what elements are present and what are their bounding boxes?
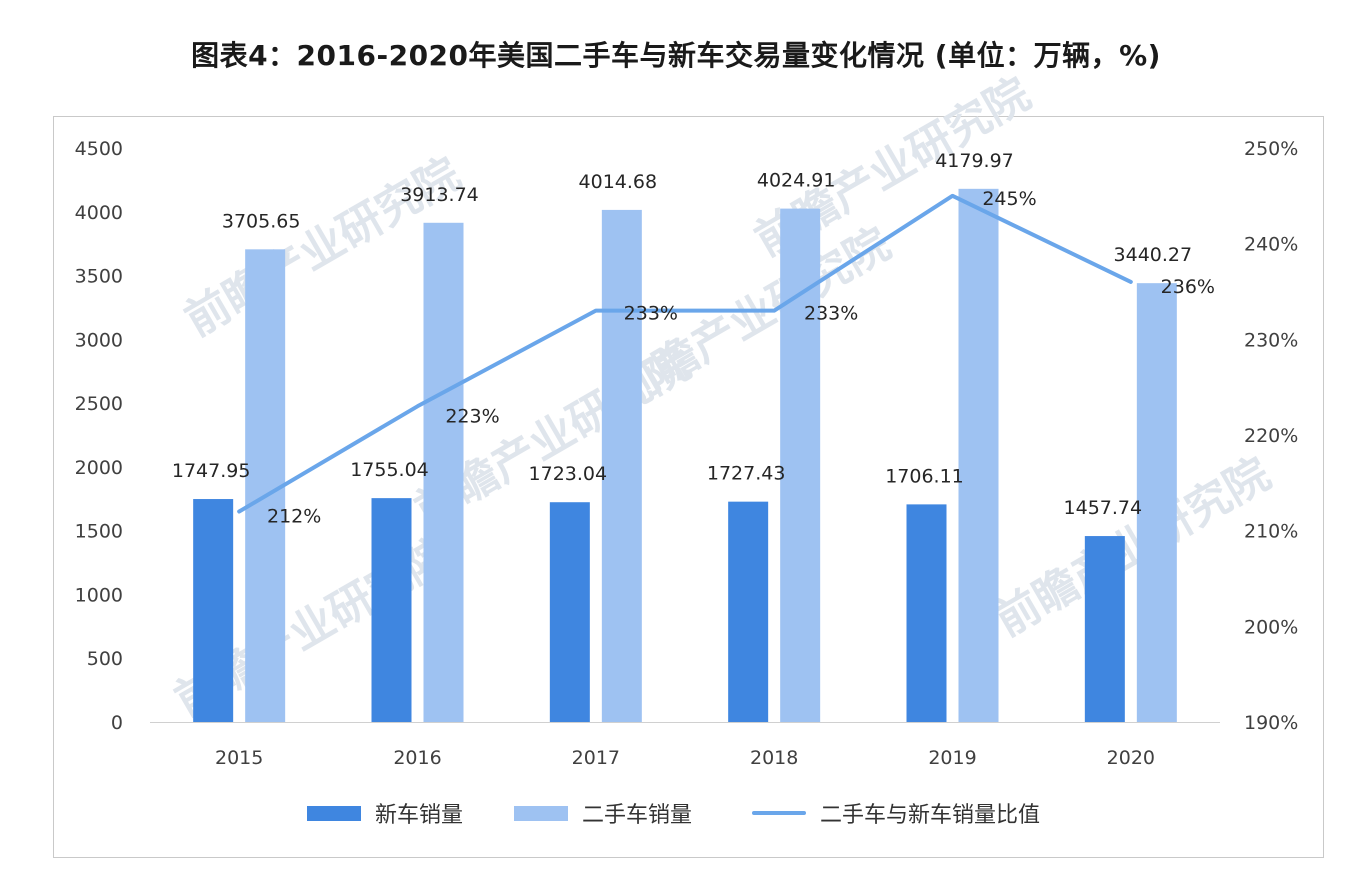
y-left-tick-label: 2000 [75,457,123,479]
y-left-tick-label: 4500 [75,138,123,160]
ratio-line [237,193,1133,514]
bar-label-used-2016: 3913.74 [400,184,479,206]
legend-item-new: 新车销量 [307,795,463,831]
y-right-tick-label: 230% [1244,329,1298,351]
y-left-tick-label: 1500 [75,521,123,543]
bar-label-used-2018: 4024.91 [757,170,836,192]
legend: 新车销量 二手车销量 二手车与新车销量比值 [0,795,1352,831]
y-left-tick-label: 3500 [75,266,123,288]
y-axis-left: 0 500 1000 1500 2000 2500 3000 3500 4000 4500 [75,138,123,734]
x-tick-label: 2017 [572,747,620,769]
line-label-2018: 233% [804,303,858,325]
legend-line-ratio [752,811,806,815]
y-right-tick-label: 240% [1244,234,1298,256]
y-left-tick-label: 1000 [75,584,123,606]
y-right-tick-label: 210% [1244,521,1298,543]
legend-label-new: 新车销量 [375,803,464,828]
bar-label-used-2017: 4014.68 [579,171,658,193]
ratio-line-series [237,193,1133,514]
line-label-2016: 223% [445,405,499,427]
x-tick-label: 2018 [750,747,798,769]
bar-label-new-2018: 1727.43 [707,463,786,485]
y-right-tick-label: 220% [1244,425,1298,447]
y-right-tick-label: 190% [1244,712,1298,734]
y-right-tick-label: 250% [1244,138,1298,160]
legend-swatch-new [307,805,361,821]
bars [193,188,1177,723]
legend-swatch-used [514,805,568,821]
y-right-tick-label: 200% [1244,616,1298,638]
x-tick-label: 2020 [1107,747,1155,769]
bar-new-2015 [193,499,234,722]
bar-label-used-2015: 3705.65 [222,210,301,232]
chart-frame [53,116,1324,858]
line-label-2017: 233% [624,303,678,325]
bar-used-2015 [245,249,286,722]
bar-label-new-2015: 1747.95 [172,460,251,482]
bar-new-2018 [728,501,769,722]
bar-data-labels: 1747.95 3705.65 1755.04 3913.74 1723.04 4014.… [172,150,1192,519]
bar-new-2019 [906,504,947,722]
bar-new-2020 [1084,536,1125,722]
bar-label-used-2019: 4179.97 [935,150,1014,172]
x-tick-label: 2016 [393,747,441,769]
legend-item-ratio: 二手车与新车销量比值 [752,795,1040,831]
bar-used-2019 [958,188,999,723]
line-data-labels: 212% 223% 233% 233% 245% 236% [267,188,1215,528]
y-left-tick-label: 0 [111,712,123,734]
y-left-tick-label: 500 [87,648,123,670]
bar-new-2017 [549,502,590,722]
y-left-tick-label: 2500 [75,393,123,415]
chart-title: 图表4：2016-2020年美国二手车与新车交易量变化情况 (单位：万辆，%) [191,39,1161,72]
y-left-tick-label: 3000 [75,329,123,351]
bar-label-new-2019: 1706.11 [885,465,964,487]
x-tick-label: 2019 [928,747,976,769]
y-left-tick-label: 4000 [75,202,123,224]
bar-label-used-2020: 3440.27 [1114,244,1193,266]
bar-used-2016 [423,222,464,723]
y-axis-right: 190% 200% 210% 220% 230% 240% 250% [1244,138,1298,734]
line-label-2015: 212% [267,506,321,528]
legend-label-ratio: 二手车与新车销量比值 [820,803,1041,828]
legend-label-used: 二手车销量 [582,803,693,828]
line-label-2020: 236% [1161,276,1215,298]
bar-label-new-2016: 1755.04 [350,459,429,481]
bar-label-new-2017: 1723.04 [529,463,608,485]
x-tick-label: 2015 [215,747,263,769]
x-axis-labels: 2015 2016 2017 2018 2019 2020 [215,747,1155,769]
watermark-text: 前瞻产业研究院 [987,448,1279,646]
bar-new-2016 [371,498,412,722]
legend-item-used: 二手车销量 [514,795,692,831]
bar-label-new-2020: 1457.74 [1064,497,1143,519]
bar-used-2020 [1136,283,1177,722]
bar-used-2017 [601,209,642,722]
line-label-2019: 245% [982,188,1036,210]
